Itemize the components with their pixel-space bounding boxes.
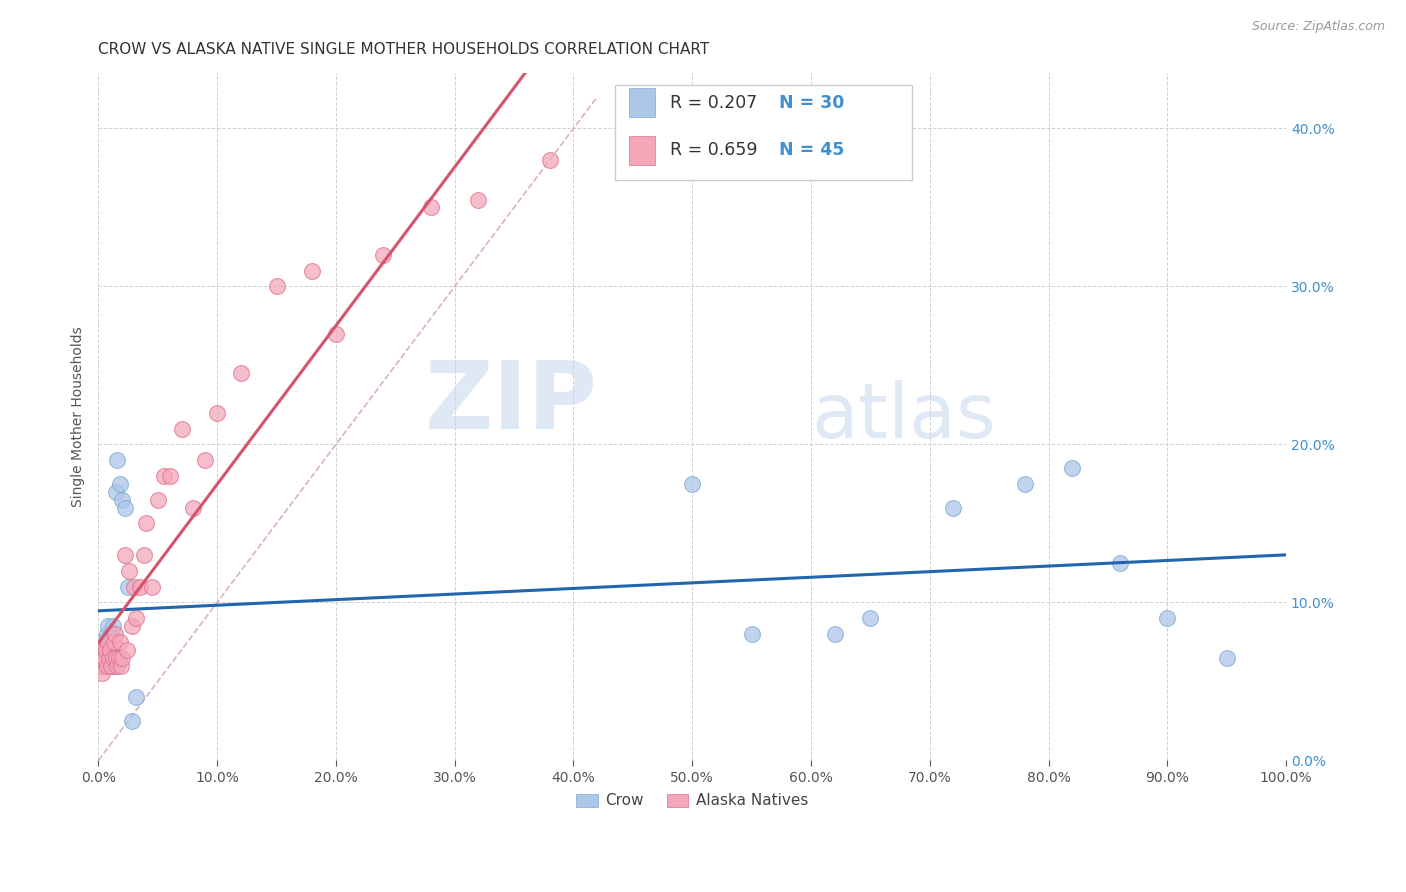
Point [1062, 461, 1084, 475]
Point [122, 580, 145, 594]
Point [93, 642, 115, 657]
FancyBboxPatch shape [630, 88, 655, 117]
Point [100, 627, 122, 641]
Point [942, 500, 965, 515]
Point [98, 658, 121, 673]
Point [93, 650, 115, 665]
Point [125, 690, 148, 705]
Point [94, 650, 117, 665]
Point [118, 564, 141, 578]
Point [108, 635, 131, 649]
Point [1014, 477, 1036, 491]
Point [170, 422, 193, 436]
Point [373, 248, 395, 262]
Legend: Crow, Alaska Natives: Crow, Alaska Natives [571, 788, 814, 814]
Point [104, 627, 127, 641]
Point [117, 580, 139, 594]
FancyBboxPatch shape [614, 85, 912, 179]
Point [108, 477, 131, 491]
Point [98, 650, 121, 665]
Point [114, 500, 136, 515]
Point [97, 619, 120, 633]
Point [301, 263, 323, 277]
Point [1108, 556, 1130, 570]
Point [89, 658, 111, 673]
Point [125, 611, 148, 625]
Point [94, 642, 117, 657]
Point [111, 650, 134, 665]
Point [1156, 611, 1178, 625]
FancyBboxPatch shape [630, 136, 655, 165]
Point [100, 658, 122, 673]
Point [105, 650, 128, 665]
Point [103, 658, 125, 673]
Point [229, 367, 252, 381]
Point [107, 453, 129, 467]
Point [115, 642, 138, 657]
Point [107, 650, 129, 665]
Point [420, 201, 443, 215]
Point [538, 153, 561, 167]
Point [859, 611, 882, 625]
Point [110, 658, 132, 673]
Point [467, 193, 489, 207]
Point [91, 642, 114, 657]
Point [103, 635, 125, 649]
Point [121, 619, 143, 633]
Point [121, 714, 143, 728]
Point [105, 484, 128, 499]
Point [183, 500, 205, 515]
Text: N = 45: N = 45 [779, 141, 844, 159]
Point [132, 548, 155, 562]
Point [97, 635, 120, 649]
Text: N = 30: N = 30 [779, 94, 844, 112]
Point [135, 516, 157, 531]
Text: atlas: atlas [811, 380, 995, 454]
Point [101, 650, 124, 665]
Point [114, 548, 136, 562]
Point [194, 453, 217, 467]
Point [141, 580, 163, 594]
Point [159, 469, 181, 483]
Point [96, 627, 118, 641]
Point [146, 492, 169, 507]
Text: R = 0.659: R = 0.659 [669, 141, 758, 159]
Point [98, 650, 121, 665]
Text: R = 0.207: R = 0.207 [669, 94, 756, 112]
Point [101, 619, 124, 633]
Point [205, 406, 228, 420]
Point [91, 658, 114, 673]
Text: CROW VS ALASKA NATIVE SINGLE MOTHER HOUSEHOLDS CORRELATION CHART: CROW VS ALASKA NATIVE SINGLE MOTHER HOUS… [98, 42, 710, 57]
Point [107, 658, 129, 673]
Point [91, 650, 114, 665]
Text: Source: ZipAtlas.com: Source: ZipAtlas.com [1251, 20, 1385, 33]
Point [111, 492, 134, 507]
Point [152, 469, 174, 483]
Point [91, 666, 114, 681]
Point [325, 326, 347, 341]
Point [266, 279, 288, 293]
Point [96, 658, 118, 673]
Point [741, 627, 763, 641]
Point [98, 642, 121, 657]
Point [681, 477, 703, 491]
Point [90, 650, 112, 665]
Point [1215, 650, 1237, 665]
Text: ZIP: ZIP [425, 357, 598, 449]
Y-axis label: Single Mother Households: Single Mother Households [72, 326, 86, 508]
Point [824, 627, 846, 641]
Point [129, 580, 152, 594]
Point [90, 635, 112, 649]
